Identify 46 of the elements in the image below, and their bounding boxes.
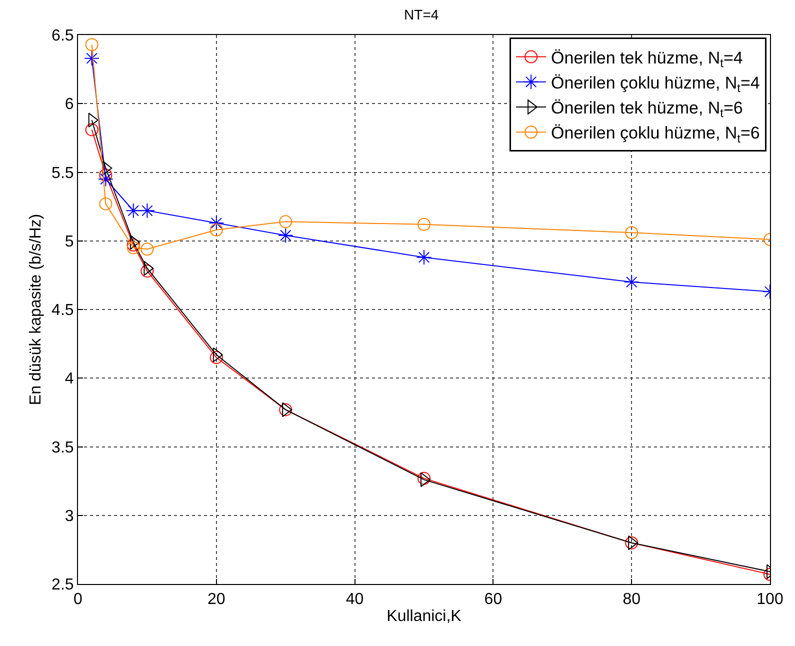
chart-title: NT=4: [404, 6, 439, 22]
point: [140, 264, 154, 278]
point: [126, 241, 140, 254]
x-tick-label: 100: [756, 591, 784, 608]
legend-label: Önerilen çoklu hüzme, N$_{t}$=6: [551, 124, 760, 146]
point: [99, 197, 112, 210]
point: [126, 238, 140, 252]
point: [85, 123, 98, 136]
point: [278, 228, 294, 244]
legend-label: Önerilen tek hüzme, N$_{t}$=4: [551, 48, 743, 70]
x-tick-label: 40: [346, 591, 364, 608]
point: [210, 223, 223, 236]
point: [208, 215, 224, 231]
point: [98, 171, 114, 187]
point: [624, 274, 640, 290]
point: [625, 226, 638, 240]
y-tick-label: 4: [64, 370, 74, 388]
legend-label: Önerilen çoklu hüzme, N$_{t}$=4: [551, 74, 760, 96]
point: [126, 202, 142, 218]
point: [84, 50, 100, 66]
point: [210, 351, 223, 364]
y-axis-title: En düsük kapasite (b/s/Hz): [27, 214, 44, 406]
y-tick-label: 6.5: [52, 28, 74, 45]
point: [418, 472, 430, 485]
point: [99, 168, 112, 182]
y-tick-label: 6: [64, 96, 74, 114]
y-tick-label: 3: [64, 508, 74, 525]
point: [140, 202, 155, 218]
y-tick-label: 5.5: [52, 164, 74, 182]
y-tick-label: 5: [64, 233, 74, 250]
y-tick-label: 4.5: [52, 302, 74, 320]
x-tick-label: 80: [622, 591, 641, 608]
x-tick-label: 60: [484, 591, 502, 608]
point: [85, 38, 98, 52]
point: [625, 536, 638, 550]
y-tick-label: 2.5: [52, 576, 74, 594]
x-axis-title: Kullanici,K: [386, 608, 462, 625]
legend-label: Önerilen tek hüzme, N$_{t}$=6: [551, 98, 743, 120]
point: [140, 242, 154, 256]
x-tick-label: 20: [208, 591, 226, 608]
point: [418, 218, 430, 231]
point: [279, 403, 292, 416]
point: [416, 250, 432, 266]
point: [279, 215, 292, 228]
y-tick-label: 3.5: [52, 439, 74, 456]
x-tick-label: 0: [74, 591, 83, 608]
